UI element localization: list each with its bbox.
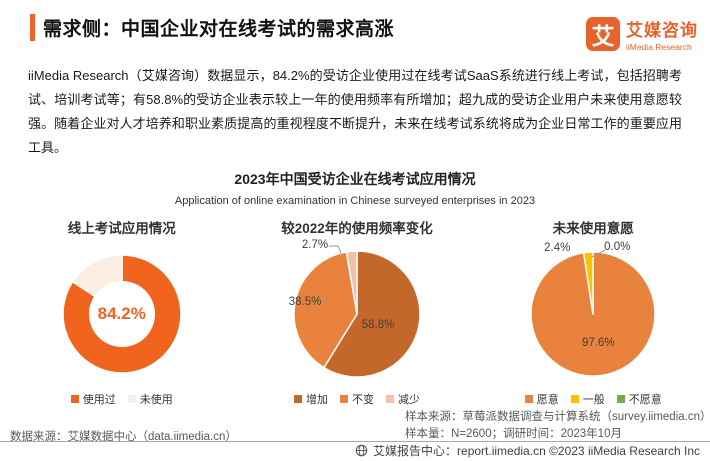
chart-usage-status: 线上考试应用情况 84.2% 使用过 未使用 xyxy=(14,217,230,407)
logo-name-en: iiMedia Research xyxy=(626,42,692,52)
chart-usage-title: 线上考试应用情况 xyxy=(67,221,176,236)
header: 需求侧：中国企业对在线考试的需求高涨 艾 艾媒咨询 iiMedia Resear… xyxy=(0,0,710,52)
legend-swatch-increase xyxy=(294,395,303,403)
pie-chart-svg xyxy=(293,250,421,378)
globe-icon xyxy=(355,444,368,457)
legend-item: 不变 xyxy=(340,391,374,407)
slice-value-decrease: 2.7% xyxy=(301,239,329,251)
footer-text: 艾媒报告中心：report.iimedia.cn ©2023 iiMedia R… xyxy=(373,444,700,458)
sample-source-note: 样本来源：草莓派数据调查与计算系统（survey.iimedia.cn） 样本量… xyxy=(405,409,710,443)
title-row: 需求侧：中国企业对在线考试的需求高涨 xyxy=(30,14,394,41)
legend-label: 愿意 xyxy=(536,394,559,406)
chart-willingness-title: 未来使用意愿 xyxy=(552,221,634,236)
chart-title-en: Application of online examination in Chi… xyxy=(174,195,536,207)
title-accent-bar xyxy=(30,14,35,41)
legend-label: 减少 xyxy=(398,394,421,406)
legend-item: 使用过 xyxy=(70,391,116,407)
legend-willingness: 愿意 一般 不愿意 xyxy=(485,391,702,407)
legend-swatch-same xyxy=(340,395,349,403)
legend-frequency: 增加 不变 减少 xyxy=(230,391,485,407)
chart-title-cn: 2023年中国受访企业在线考试应用情况 xyxy=(234,171,476,187)
legend-swatch-decrease xyxy=(386,395,395,403)
donut-center-value: 84.2% xyxy=(97,304,146,323)
legend-label: 增加 xyxy=(306,394,329,406)
legend-item: 愿意 xyxy=(524,391,559,407)
footer-bar: 艾媒报告中心：report.iimedia.cn ©2023 iiMedia R… xyxy=(0,441,710,461)
iimedia-logo-icon: 艾 xyxy=(586,17,620,51)
slice-value-neutral: 2.4% xyxy=(544,242,571,254)
legend-label: 使用过 xyxy=(82,394,116,406)
iimedia-logo: 艾 艾媒咨询 iiMedia Research xyxy=(586,16,698,52)
legend-swatch-neutral xyxy=(570,395,579,403)
legend-item: 减少 xyxy=(386,391,420,407)
legend-swatch-willing xyxy=(524,395,533,403)
slice-value-same: 38.5% xyxy=(288,296,322,308)
legend-item: 未使用 xyxy=(127,391,173,407)
slice-value-willing: 97.6% xyxy=(581,337,615,349)
chart-future-willingness: 未来使用意愿 97.6% 2.4% 0.0% 愿意 一般 不愿意 xyxy=(485,217,702,407)
legend-swatch-used xyxy=(70,395,79,403)
pie-frequency: 58.8% 38.5% 2.7% xyxy=(282,239,432,389)
sample-size-line: 样本量：N=2600；调研时间：2023年10月 xyxy=(405,428,622,440)
legend-usage: 使用过 未使用 xyxy=(14,391,230,407)
legend-swatch-unwilling xyxy=(616,395,625,403)
donut-usage: 84.2% xyxy=(47,239,197,389)
page-title: 需求侧：中国企业对在线考试的需求高涨 xyxy=(43,19,395,40)
legend-item: 增加 xyxy=(294,391,328,407)
legend-label: 不变 xyxy=(352,394,375,406)
legend-swatch-unused xyxy=(127,395,136,403)
legend-item: 不愿意 xyxy=(616,391,662,407)
logo-text: 艾媒咨询 iiMedia Research xyxy=(626,16,698,52)
chart-frequency-title: 较2022年的使用频率变化 xyxy=(281,221,433,236)
slice-value-increase: 58.8% xyxy=(361,319,395,331)
legend-label: 一般 xyxy=(582,394,605,406)
slice-value-unwilling: 0.0% xyxy=(604,241,631,253)
legend-label: 未使用 xyxy=(139,394,173,406)
pie-willingness: 97.6% 2.4% 0.0% xyxy=(518,239,668,389)
logo-name-cn: 艾媒咨询 xyxy=(626,21,698,40)
sample-source-line: 样本来源：草莓派数据调查与计算系统（survey.iimedia.cn） xyxy=(405,411,710,423)
data-source-note: 数据来源：艾媒数据中心（data.iimedia.cn） xyxy=(10,431,237,443)
donut-chart-svg xyxy=(62,254,182,374)
summary-paragraph: iiMedia Research（艾媒咨询）数据显示，84.2%的受访企业使用过… xyxy=(28,68,682,155)
chart-frequency-change: 较2022年的使用频率变化 58.8% 38.5% 2.7% 增加 不变 减少 xyxy=(230,217,485,407)
legend-label: 不愿意 xyxy=(628,394,662,406)
pie-chart-svg xyxy=(530,251,657,377)
charts-row: 线上考试应用情况 84.2% 使用过 未使用 较2022年的使用频率变化 58.… xyxy=(0,207,710,407)
legend-item: 一般 xyxy=(570,391,605,407)
